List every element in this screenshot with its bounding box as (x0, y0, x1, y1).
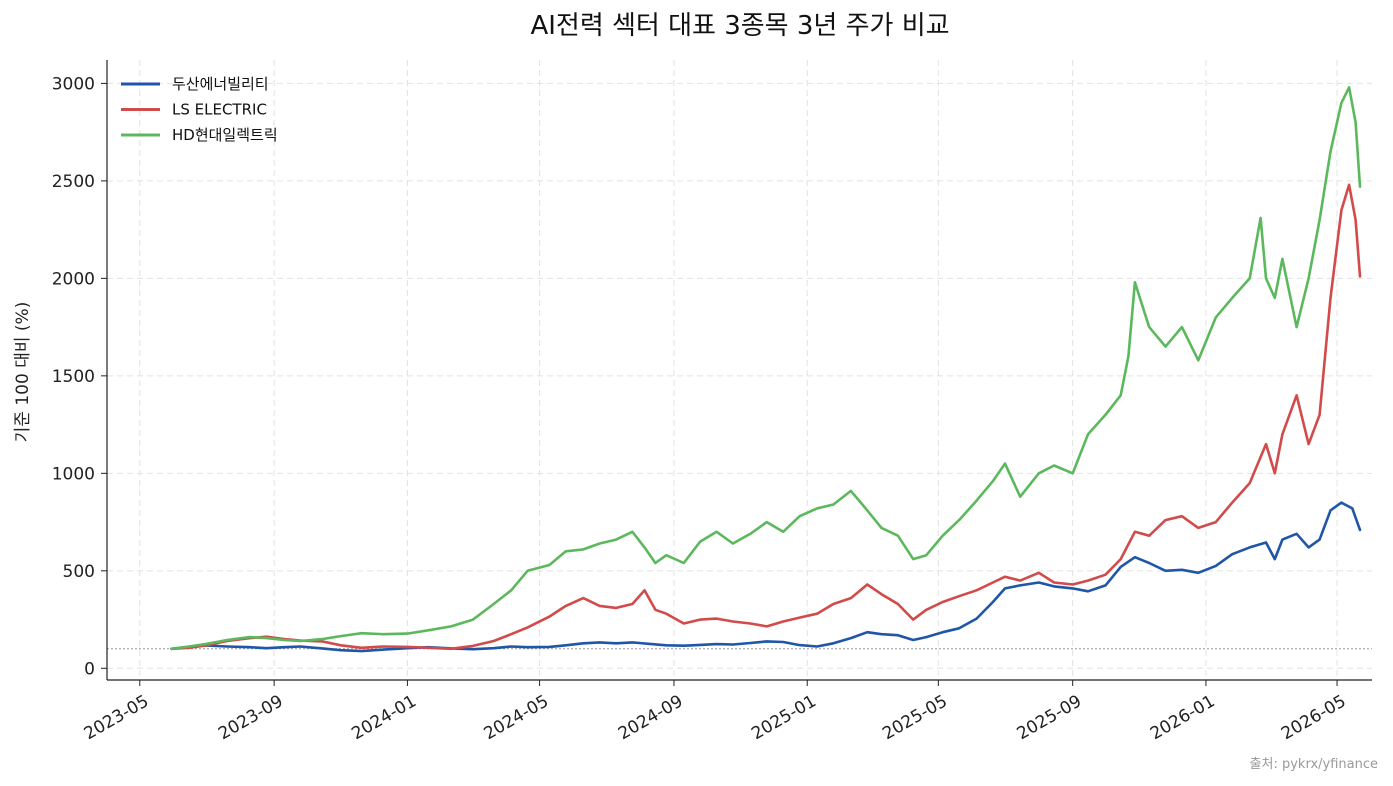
series-line-1 (170, 183, 1362, 651)
grid-lines (107, 60, 1372, 680)
y-axis-ticks: 0 500 1000 1500 2000 2500 3000 (52, 74, 107, 679)
x-tick-label-3: 2024-05 (481, 691, 553, 744)
x-tick-label-0: 2023-05 (81, 691, 153, 744)
x-tick-label-7: 2025-09 (1014, 691, 1086, 744)
x-tick-label-6: 2025-05 (879, 691, 951, 744)
legend-label-1: LS ELECTRIC (172, 101, 267, 119)
y-tick-label-4: 2000 (52, 269, 95, 289)
series-line-0 (170, 501, 1362, 653)
axes (106, 60, 1372, 681)
y-tick-label-0: 0 (84, 659, 95, 679)
y-tick-label-5: 2500 (52, 172, 95, 192)
y-tick-label-2: 1000 (52, 464, 95, 484)
y-tick-label-6: 3000 (52, 74, 95, 94)
legend: 두산에너빌리티 LS ELECTRIC HD현대일렉트릭 (121, 75, 278, 144)
y-axis-label: 기준 100 대비 (%) (13, 302, 33, 443)
y-tick-label-3: 1500 (52, 367, 95, 387)
x-tick-label-1: 2023-09 (215, 691, 287, 744)
series-lines (170, 86, 1362, 653)
series-line-2 (170, 86, 1362, 651)
source-note: 출처: pykrx/yfinance (1250, 757, 1378, 772)
x-tick-label-2: 2024-01 (348, 691, 420, 744)
x-tick-label-5: 2025-01 (748, 691, 820, 744)
x-axis-ticks: 2023-05 2023-09 2024-01 2024-05 2024-09 2025-… (81, 680, 1350, 744)
y-tick-label-1: 500 (63, 562, 95, 582)
x-tick-label-8: 2026-01 (1147, 691, 1219, 744)
x-tick-label-4: 2024-09 (615, 691, 687, 744)
legend-label-0: 두산에너빌리티 (172, 75, 269, 93)
chart-title: AI전력 섹터 대표 3종목 3년 주가 비교 (530, 11, 949, 41)
x-tick-label-9: 2026-05 (1278, 691, 1350, 744)
legend-label-2: HD현대일렉트릭 (172, 126, 278, 144)
